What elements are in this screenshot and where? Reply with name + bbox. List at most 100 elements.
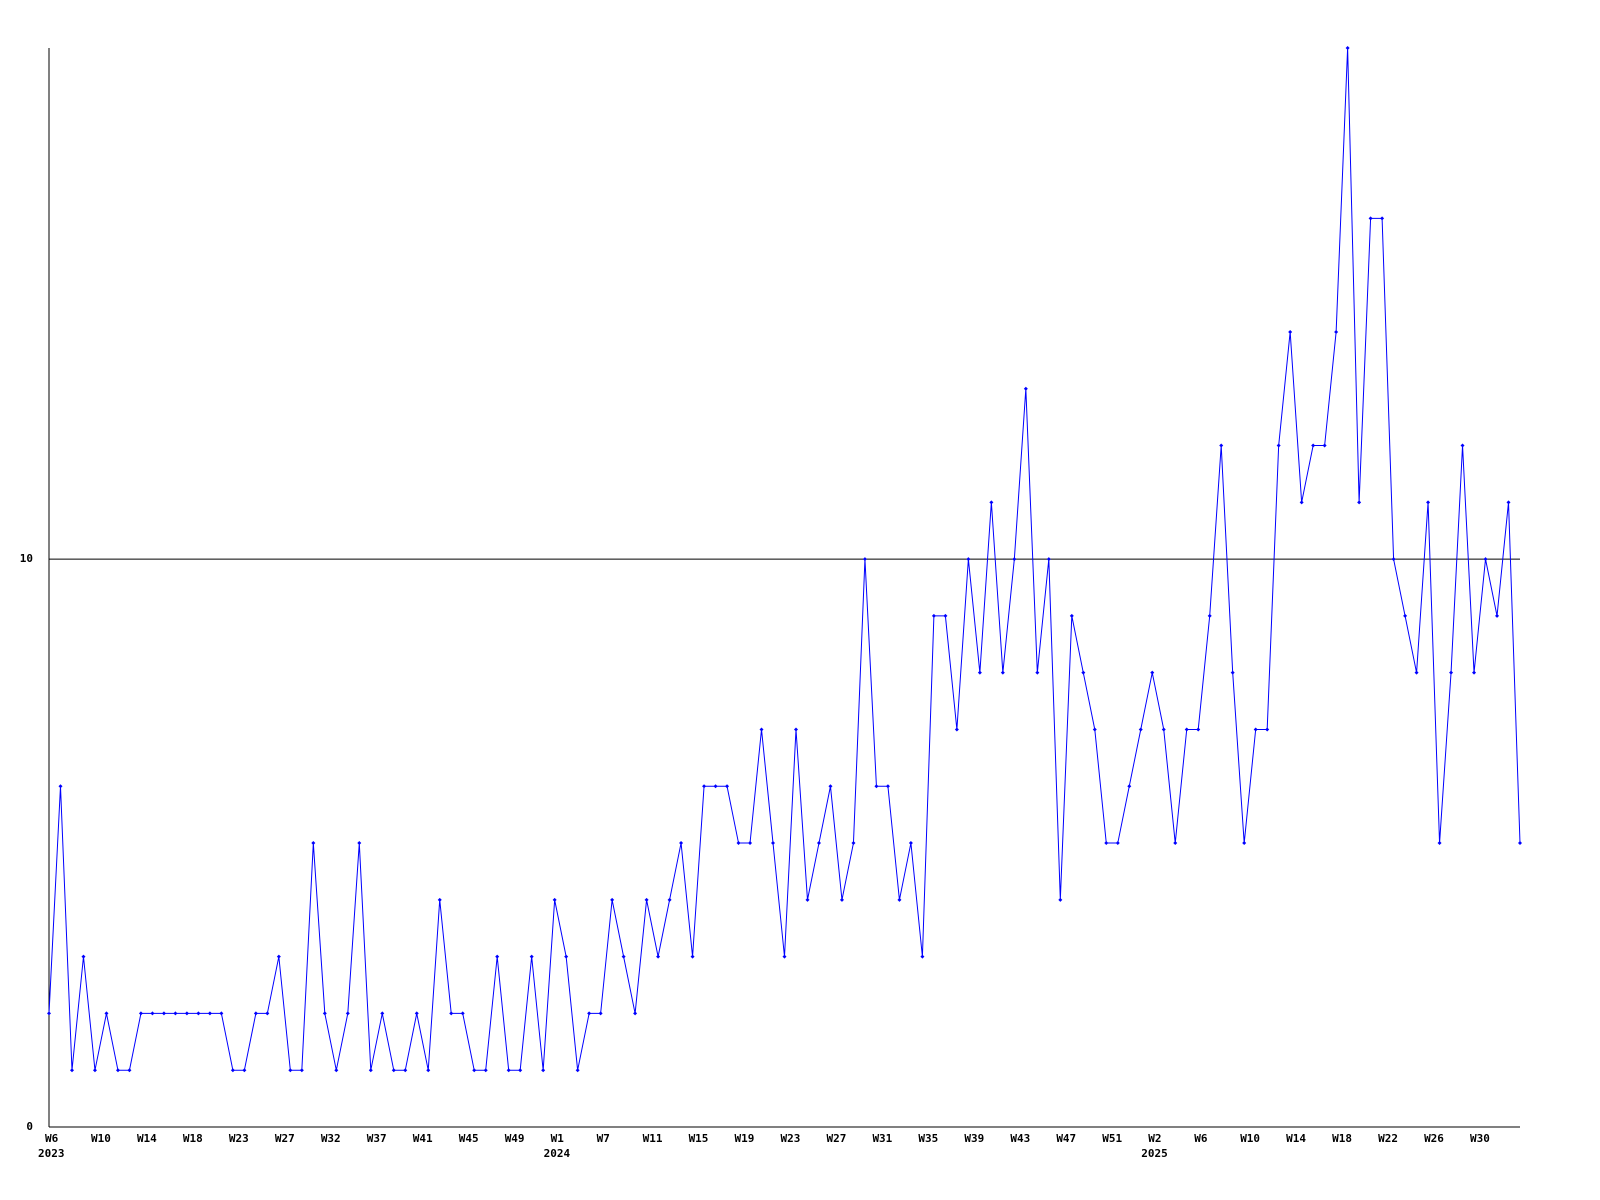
data-point	[380, 1011, 385, 1016]
x-tick-label: W30	[1470, 1132, 1490, 1145]
x-tick-label: W31	[872, 1132, 892, 1145]
data-point	[908, 841, 913, 846]
data-point	[437, 897, 442, 902]
data-point	[161, 1011, 166, 1016]
x-tick-label: W6	[45, 1132, 59, 1145]
data-point	[345, 1011, 350, 1016]
x-tick-label: W23	[781, 1132, 801, 1145]
data-point	[541, 1068, 546, 1073]
data-point	[1449, 670, 1454, 675]
data-point	[299, 1068, 304, 1073]
data-point	[1460, 443, 1465, 448]
data-point	[47, 1011, 51, 1016]
data-point	[460, 1011, 465, 1016]
data-point	[173, 1011, 178, 1016]
data-point	[1391, 557, 1396, 562]
x-tick-label: W51	[1102, 1132, 1122, 1145]
data-point	[1426, 500, 1431, 505]
data-point	[839, 897, 844, 902]
x-tick-label: W43	[1010, 1132, 1030, 1145]
x-tick-label: W39	[964, 1132, 984, 1145]
data-point	[207, 1011, 212, 1016]
data-point	[874, 784, 879, 789]
x-tick-label: W27	[826, 1132, 846, 1145]
data-point	[1046, 557, 1051, 562]
x-tick-label: W45	[459, 1132, 479, 1145]
data-point	[679, 841, 684, 846]
data-point	[1483, 557, 1488, 562]
data-point	[1184, 727, 1189, 732]
data-point	[276, 954, 281, 959]
data-point	[483, 1068, 488, 1073]
data-point	[587, 1011, 592, 1016]
year-label: 2023	[38, 1147, 65, 1160]
data-point	[1506, 500, 1511, 505]
data-point	[1334, 329, 1339, 334]
data-point	[1414, 670, 1419, 675]
data-point	[644, 897, 649, 902]
data-point	[472, 1068, 477, 1073]
data-point	[1207, 613, 1212, 618]
data-point	[656, 954, 661, 959]
data-point	[1058, 897, 1063, 902]
data-point	[403, 1068, 408, 1073]
data-point	[1161, 727, 1166, 732]
data-point	[1472, 670, 1477, 675]
x-tick-label: W23	[229, 1132, 249, 1145]
data-point	[771, 841, 776, 846]
data-point	[713, 784, 718, 789]
data-point	[1092, 727, 1097, 732]
data-point	[725, 784, 730, 789]
x-tick-label: W37	[367, 1132, 387, 1145]
data-point	[1368, 216, 1373, 221]
data-point	[506, 1068, 511, 1073]
x-tick-label: W6	[1194, 1132, 1208, 1145]
data-point	[621, 954, 626, 959]
x-tick-label: W10	[1240, 1132, 1260, 1145]
data-point	[104, 1011, 109, 1016]
data-point	[357, 841, 362, 846]
data-point	[943, 613, 948, 618]
x-tick-label: W11	[643, 1132, 663, 1145]
data-point	[92, 1068, 97, 1073]
data-point	[1012, 557, 1017, 562]
x-tick-label: W26	[1424, 1132, 1444, 1145]
data-point	[748, 841, 753, 846]
data-point	[805, 897, 810, 902]
data-point	[828, 784, 833, 789]
data-point	[931, 613, 936, 618]
data-point	[667, 897, 672, 902]
data-point	[1253, 727, 1258, 732]
data-point	[1069, 613, 1074, 618]
data-point	[1081, 670, 1086, 675]
x-tick-label: W18	[183, 1132, 203, 1145]
data-point	[1322, 443, 1327, 448]
year-label: 2025	[1141, 1147, 1168, 1160]
data-point	[1518, 841, 1522, 846]
year-label: 2024	[544, 1147, 571, 1160]
data-point	[368, 1068, 373, 1073]
data-point	[127, 1068, 132, 1073]
data-point	[552, 897, 557, 902]
data-point	[1104, 841, 1109, 846]
data-point	[690, 954, 695, 959]
y-tick-label: 10	[20, 552, 33, 565]
data-point	[920, 954, 925, 959]
x-tick-label: W22	[1378, 1132, 1398, 1145]
data-point	[1437, 841, 1442, 846]
data-point	[414, 1011, 419, 1016]
x-tick-label: W49	[505, 1132, 525, 1145]
data-point	[862, 557, 867, 562]
data-point	[529, 954, 534, 959]
data-point	[633, 1011, 638, 1016]
data-point	[1173, 841, 1178, 846]
data-point	[495, 954, 500, 959]
data-point	[1495, 613, 1500, 618]
data-point	[81, 954, 86, 959]
data-point	[426, 1068, 431, 1073]
data-point	[816, 841, 821, 846]
data-point	[1035, 670, 1040, 675]
data-point	[1242, 841, 1247, 846]
